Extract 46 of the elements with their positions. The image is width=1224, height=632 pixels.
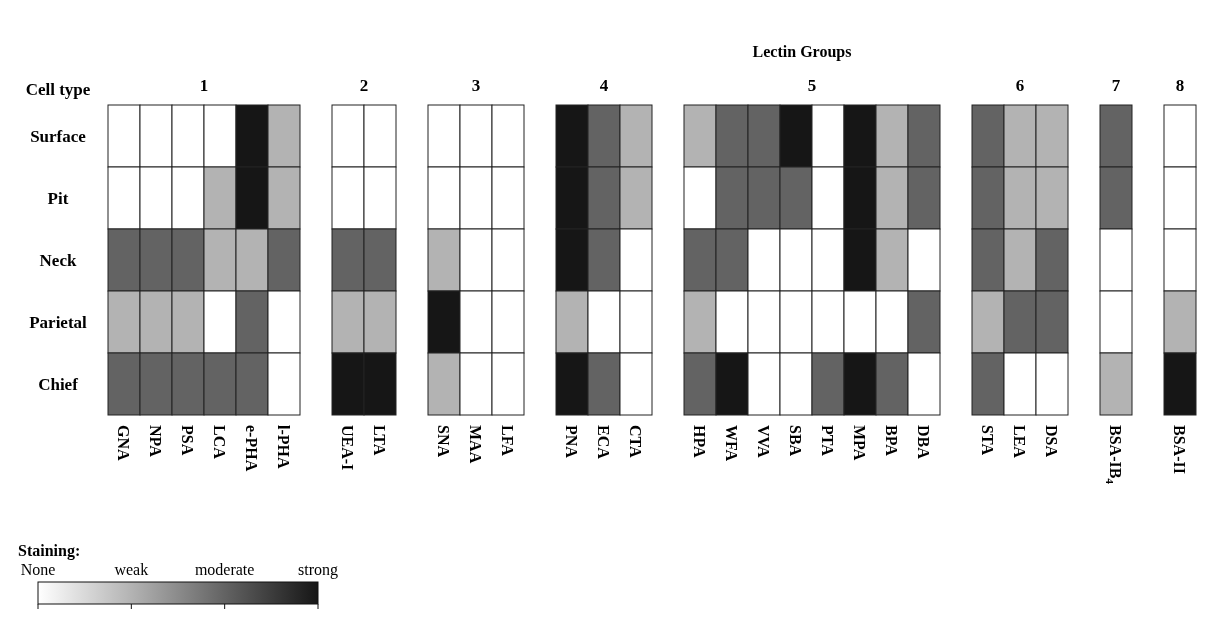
x-tick-label: PSA — [179, 425, 197, 456]
text: 5 — [807, 76, 817, 95]
text: 1 — [199, 76, 209, 95]
y-tick-label: Pit — [47, 188, 69, 208]
x-tick-label: l-PHA — [275, 425, 293, 469]
color-bar-title: Staining: — [18, 542, 81, 560]
x-tick-label: LFA — [499, 425, 517, 457]
x-tick-label: CTA — [627, 425, 645, 459]
y-tick-label: Chief — [38, 374, 79, 394]
text: 6 — [1015, 76, 1025, 95]
x-tick-label: SNA — [435, 425, 453, 458]
text: 4 — [599, 76, 609, 95]
color-bar-label: None — [20, 561, 56, 578]
x-tick-label: MPA — [851, 425, 869, 461]
x-tick-label: LTA — [371, 425, 389, 456]
x-tick-label: DSA — [1043, 425, 1061, 458]
color-bar-label: weak — [114, 561, 149, 578]
x-tick-label: STA — [979, 425, 997, 456]
x-tick-label: GNA — [115, 425, 133, 461]
x-tick-label: LEA — [1011, 425, 1029, 459]
y-tick-label: Neck — [39, 250, 77, 270]
x-tick-label: BSA-II — [1171, 425, 1189, 474]
color-bar-label: moderate — [194, 561, 255, 578]
y-tick-label: Surface — [30, 126, 87, 146]
text: 7 — [1111, 76, 1121, 95]
x-tick-label: MAA — [467, 425, 485, 464]
x-tick-label: LCA — [211, 425, 229, 460]
color-bar-label: strong — [298, 561, 338, 579]
x-tick-label: DBA — [915, 425, 933, 460]
x-tick-label: UEA-I — [339, 425, 357, 471]
y-axis-title: Cell type — [25, 80, 91, 99]
x-tick-label: PNA — [563, 425, 581, 459]
x-tick-label: NPA — [147, 425, 165, 458]
x-tick-label: ECA — [595, 425, 613, 460]
x-tick-label: SBA — [787, 425, 805, 457]
chart-title: Lectin Groups — [752, 43, 852, 61]
x-tick-label: WFA — [723, 425, 741, 462]
y-tick-label: Parietal — [29, 312, 88, 332]
text: 2 — [359, 76, 369, 95]
x-tick-label: VVA — [755, 425, 773, 459]
text: 3 — [471, 76, 481, 95]
x-tick-label: PTA — [819, 425, 837, 457]
x-tick-label: BPA — [883, 425, 901, 457]
x-tick-label: HPA — [691, 425, 709, 459]
text: 8 — [1175, 76, 1185, 95]
x-tick-label: e-PHA — [243, 425, 261, 472]
